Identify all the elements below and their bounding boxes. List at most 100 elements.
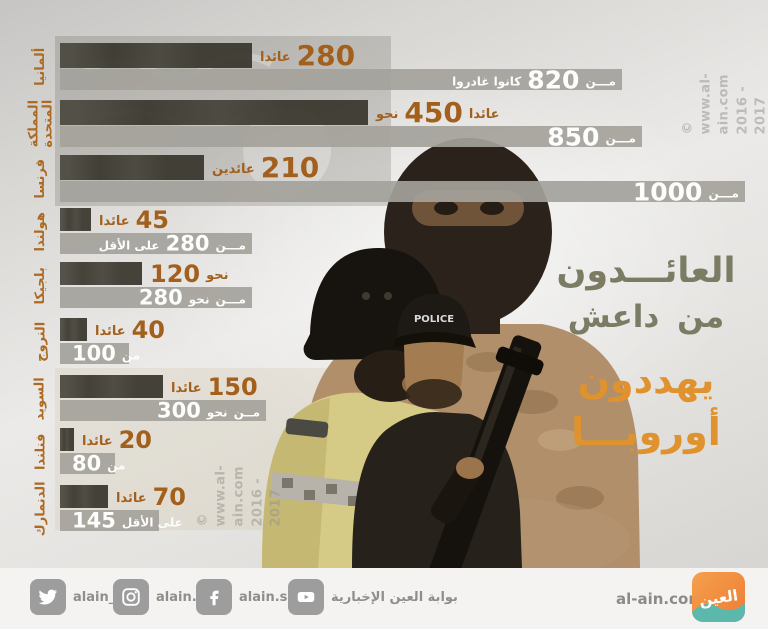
returned-value-label: عائدا 45 xyxy=(99,208,169,232)
title-line-2: من داعش xyxy=(567,298,725,335)
facebook-icon xyxy=(196,579,232,615)
value-token: 280 xyxy=(138,285,183,309)
row-sweden: السويد عائدا 150 300 نحو مــن xyxy=(33,375,266,421)
value-token: نحو xyxy=(376,107,399,122)
value-token: عائدين xyxy=(212,162,255,177)
country-label: فرنسا xyxy=(33,158,49,199)
returned-bar xyxy=(60,375,163,398)
row-denmark: الدنمارك عائدا 70 145 على الأقل xyxy=(33,481,186,536)
total-value-label: كانوا غادروا 820 مـــن xyxy=(452,67,616,92)
value-token: عائدا xyxy=(82,434,113,449)
country-label: فنلندا xyxy=(33,433,49,470)
footer-bar: alain_4u alain.4u alain.social بوابة الع… xyxy=(0,568,768,629)
value-token: مــن xyxy=(233,405,260,419)
value-token: 1000 xyxy=(632,177,703,206)
country-label: ألمانيا xyxy=(33,47,49,86)
total-bar: 300 نحو مــن xyxy=(60,400,266,421)
photo-montage: POLICE xyxy=(55,36,640,568)
returned-bar xyxy=(60,485,108,508)
value-token: 40 xyxy=(131,315,166,344)
value-token: عائدا xyxy=(99,214,130,229)
value-token: 45 xyxy=(135,205,170,234)
value-token: من xyxy=(121,348,141,362)
row-netherlands: هولندا عائدا 45 على الأقل 280 مـــن xyxy=(33,208,252,254)
value-token: نحو xyxy=(188,292,210,306)
value-token: عائدا xyxy=(468,107,500,122)
returned-value-label: عائدا 280 xyxy=(260,38,356,72)
title-line-3: يهددون xyxy=(577,357,715,402)
beard xyxy=(406,379,462,409)
value-token: 210 xyxy=(260,150,320,184)
youtube-channel[interactable]: بوابة العين الإخبارية xyxy=(288,579,458,615)
returned-bar xyxy=(60,208,91,231)
logo-text: العين xyxy=(698,586,739,609)
country-label: هولندا xyxy=(33,211,49,252)
value-token: كانوا غادروا xyxy=(452,74,522,88)
value-token: من xyxy=(107,458,126,472)
returned-bar xyxy=(60,43,252,68)
returned-value-label: عائدا 40 xyxy=(95,318,165,342)
value-token: 70 xyxy=(152,482,187,511)
value-token: 145 xyxy=(72,508,116,532)
returned-bar xyxy=(60,262,142,285)
total-bar: 280 نحو مـــن xyxy=(60,287,252,308)
country-label: بلجيكا xyxy=(33,266,49,305)
row-finland: فنلندا عائدا 20 80 من xyxy=(33,425,153,475)
value-token: 450 xyxy=(404,95,463,129)
alain-logo[interactable]: العين xyxy=(692,572,745,622)
row-uk: المملكة المتحدة نحو 450 عائدا 850 مـــن xyxy=(26,95,642,149)
returned-value-label: عائدا 150 xyxy=(171,375,258,399)
total-value-label: 280 نحو مـــن xyxy=(139,287,246,308)
value-token: على الأقل xyxy=(98,238,160,252)
logo-teal-wave xyxy=(692,603,745,622)
row-norway: النروج عائدا 40 100 من xyxy=(33,318,165,365)
value-token: مـــن xyxy=(215,292,246,306)
value-token: عائدا xyxy=(171,381,202,396)
total-bar: 80 من xyxy=(60,451,125,475)
youtube-icon xyxy=(288,579,324,615)
returned-bar xyxy=(60,318,87,341)
returned-value-label: نحو 450 عائدا xyxy=(376,95,500,129)
country-label: المملكة المتحدة xyxy=(26,99,56,148)
police-cap xyxy=(396,294,472,340)
value-token: نحو xyxy=(206,405,228,419)
infographic-title: العائـــدون من داعش يهددون أوروبـــا xyxy=(540,252,752,454)
returned-bar xyxy=(60,155,204,180)
returned-value-label: عائدين 210 xyxy=(212,150,320,184)
value-token: مـــن xyxy=(215,238,246,252)
returned-bar xyxy=(60,428,74,451)
returned-value-label: عائدا 70 xyxy=(116,485,186,509)
twitter-icon xyxy=(30,579,66,615)
total-bar: 100 من xyxy=(60,341,140,365)
value-token: 20 xyxy=(118,425,153,454)
total-value-label: 145 على الأقل xyxy=(72,510,183,531)
value-token: 820 xyxy=(527,65,580,94)
value-token: 120 xyxy=(150,259,201,288)
value-token: مـــن xyxy=(708,186,739,200)
site-url[interactable]: al-ain.com xyxy=(616,590,704,608)
police-cap-text: POLICE xyxy=(414,314,454,325)
total-bar: كانوا غادروا 820 مـــن xyxy=(60,67,622,92)
row-belgium: بلجيكا 120 نحو 280 نحو مـــن xyxy=(33,259,252,308)
title-line-4: أوروبـــا xyxy=(571,410,721,455)
returned-bar xyxy=(60,100,368,125)
value-token: عائدا xyxy=(95,324,126,339)
youtube-channel-label: بوابة العين الإخبارية xyxy=(331,589,458,605)
value-token: على الأقل xyxy=(121,515,183,529)
value-token: 100 xyxy=(72,341,116,365)
row-germany: ألمانيا عائدا 280 كانوا غادروا 820 مـــن xyxy=(33,38,622,92)
total-value-label: على الأقل 280 مـــن xyxy=(99,233,246,254)
armed-police-officer-figure: POLICE xyxy=(352,294,544,568)
value-token: 80 xyxy=(72,451,102,475)
instagram-icon xyxy=(113,579,149,615)
value-token: نحو xyxy=(206,268,229,283)
total-bar: 1000 مـــن xyxy=(60,177,745,206)
hand xyxy=(456,457,484,479)
value-token: 280 xyxy=(296,38,356,72)
title-line-1: العائـــدون xyxy=(556,251,736,291)
total-value-label: 850 مـــن xyxy=(547,124,636,149)
country-label: الدنمارك xyxy=(33,481,49,536)
total-bar: 850 مـــن xyxy=(60,124,642,149)
total-bar: على الأقل 280 مـــن xyxy=(60,233,252,254)
